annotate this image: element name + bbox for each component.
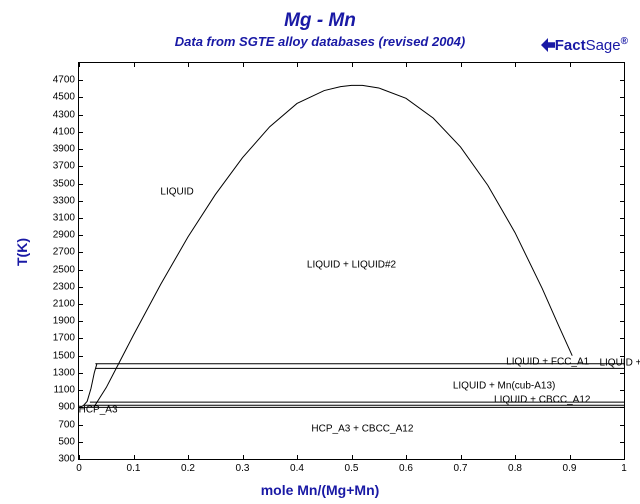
phase-boundary <box>94 85 573 407</box>
phase-region-label: LIQUID + CBCC_A12 <box>494 395 590 406</box>
y-tick-label: 3700 <box>53 161 79 172</box>
y-tick-label: 4100 <box>53 126 79 137</box>
y-tick-label: 1100 <box>53 385 79 396</box>
y-tick-label: 1500 <box>53 350 79 361</box>
y-tick-label: 4500 <box>53 92 79 103</box>
y-tick-label: 900 <box>58 402 79 413</box>
y-axis-label: T(K) <box>14 238 30 266</box>
y-tick-label: 3300 <box>53 195 79 206</box>
y-tick-label: 4300 <box>53 109 79 120</box>
y-tick-label: 3500 <box>53 178 79 189</box>
x-tick-label: 0 <box>76 459 82 474</box>
phase-region-label: HCP_A3 + CBCC_A12 <box>311 423 413 434</box>
y-tick-label: 1700 <box>53 333 79 344</box>
x-tick-label: 0.9 <box>563 459 577 474</box>
x-tick-label: 0.3 <box>236 459 250 474</box>
phase-boundary <box>79 363 97 407</box>
factsage-logo: FactSage® <box>541 36 628 54</box>
y-tick-label: 4700 <box>53 75 79 86</box>
x-tick-label: 0.8 <box>508 459 522 474</box>
y-tick-label: 2100 <box>53 299 79 310</box>
phase-region-label: LIQUID + Mn(cub-A13) <box>453 380 556 391</box>
x-tick-label: 0.5 <box>345 459 359 474</box>
phase-region-label: LIQUID + FCC_A1 <box>506 356 589 367</box>
x-tick-label: 0.1 <box>127 459 141 474</box>
x-tick-label: 0.7 <box>454 459 468 474</box>
y-tick-label: 1900 <box>53 316 79 327</box>
y-tick-label: 3900 <box>53 144 79 155</box>
phase-region-label: HCP_A3 <box>79 404 118 415</box>
y-tick-label: 500 <box>58 436 79 447</box>
y-tick-label: 2300 <box>53 281 79 292</box>
phase-diagram-container: Mg - Mn Data from SGTE alloy databases (… <box>0 0 640 504</box>
x-tick-label: 1 <box>621 459 627 474</box>
x-tick-label: 0.6 <box>399 459 413 474</box>
chart-title: Mg - Mn <box>0 10 640 32</box>
phase-region-label: LIQUID + LIQUID#2 <box>307 260 396 271</box>
x-tick-label: 0.2 <box>181 459 195 474</box>
y-tick-label: 2700 <box>53 247 79 258</box>
y-tick-label: 1300 <box>53 367 79 378</box>
y-tick-label: 700 <box>58 419 79 430</box>
phase-region-label: LIQUID <box>160 187 193 198</box>
x-tick-label: 0.4 <box>290 459 304 474</box>
y-tick-label: 3100 <box>53 212 79 223</box>
x-axis-label: mole Mn/(Mg+Mn) <box>0 482 640 498</box>
y-tick-label: 2500 <box>53 264 79 275</box>
phase-region-label: LIQUID + FCC_ <box>599 357 640 368</box>
plot-area: 3005007009001100130015001700190021002300… <box>78 62 625 460</box>
y-tick-label: 2900 <box>53 230 79 241</box>
